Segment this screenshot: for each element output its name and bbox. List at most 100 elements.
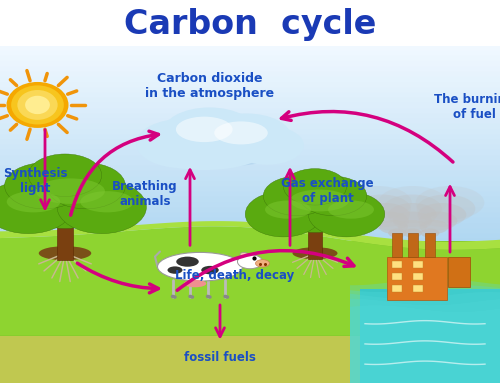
Ellipse shape: [25, 96, 50, 114]
Ellipse shape: [361, 203, 410, 227]
Bar: [0, 182, 500, 187]
Bar: [0, 145, 500, 151]
Ellipse shape: [263, 176, 331, 216]
Ellipse shape: [230, 126, 304, 165]
Ellipse shape: [398, 220, 427, 234]
Text: Synthesis
light: Synthesis light: [3, 167, 67, 195]
Polygon shape: [350, 278, 500, 383]
Bar: [412, 285, 422, 292]
Bar: [0, 213, 500, 218]
Text: fossil fuels: fossil fuels: [184, 351, 256, 364]
Ellipse shape: [292, 247, 338, 259]
Bar: [0, 124, 500, 129]
Bar: [0, 129, 500, 135]
Bar: [0, 161, 500, 166]
Ellipse shape: [0, 180, 73, 234]
Bar: [392, 233, 402, 257]
Ellipse shape: [343, 186, 412, 219]
Ellipse shape: [403, 229, 422, 237]
Bar: [0, 56, 500, 62]
Bar: [0, 208, 500, 213]
Ellipse shape: [418, 203, 467, 227]
Polygon shape: [0, 241, 500, 336]
Ellipse shape: [7, 165, 123, 228]
Bar: [0, 135, 500, 140]
Ellipse shape: [266, 178, 364, 232]
Polygon shape: [350, 285, 500, 383]
Ellipse shape: [416, 195, 476, 223]
Bar: [0, 336, 500, 383]
Bar: [412, 273, 422, 280]
Bar: [0, 224, 500, 229]
Bar: [392, 261, 402, 268]
Bar: [392, 273, 402, 280]
Ellipse shape: [256, 260, 270, 267]
Bar: [0, 140, 500, 145]
Bar: [0, 166, 500, 171]
Ellipse shape: [418, 211, 458, 230]
Bar: [0, 109, 500, 114]
Bar: [412, 261, 422, 268]
Bar: [0, 151, 500, 155]
Bar: [388, 257, 448, 300]
Ellipse shape: [176, 257, 199, 267]
Text: Carbon  cycle: Carbon cycle: [124, 8, 376, 41]
Bar: [0, 155, 500, 161]
Bar: [0, 98, 500, 103]
Bar: [0, 88, 500, 93]
Bar: [0, 77, 500, 82]
Ellipse shape: [142, 128, 267, 170]
Ellipse shape: [378, 186, 447, 219]
Bar: [0, 218, 500, 224]
Bar: [0, 234, 500, 239]
Bar: [0, 203, 500, 208]
Polygon shape: [350, 299, 500, 383]
Ellipse shape: [284, 169, 346, 205]
Bar: [0, 82, 500, 88]
Ellipse shape: [214, 121, 268, 144]
Ellipse shape: [238, 255, 262, 269]
Ellipse shape: [36, 178, 105, 204]
Ellipse shape: [39, 246, 91, 260]
Bar: [0, 51, 500, 56]
Ellipse shape: [162, 108, 257, 159]
Bar: [0, 239, 500, 244]
Text: Gas exchange
of plant: Gas exchange of plant: [281, 177, 374, 205]
Bar: [448, 257, 470, 287]
Ellipse shape: [162, 142, 278, 167]
Polygon shape: [350, 292, 500, 383]
Ellipse shape: [379, 220, 408, 234]
Bar: [0, 93, 500, 98]
Bar: [0, 250, 500, 255]
Ellipse shape: [245, 192, 322, 237]
Ellipse shape: [393, 211, 432, 230]
Bar: [0, 103, 500, 109]
Text: Life, death, decay: Life, death, decay: [176, 268, 294, 282]
Bar: [0, 67, 500, 72]
Text: Carbon dioxide
in the atmosphere: Carbon dioxide in the atmosphere: [146, 72, 274, 100]
Bar: [0, 46, 500, 51]
Ellipse shape: [290, 190, 349, 211]
Text: The burning
of fuel: The burning of fuel: [434, 93, 500, 121]
Ellipse shape: [352, 195, 411, 223]
Ellipse shape: [420, 220, 448, 234]
Bar: [57, 225, 73, 260]
Ellipse shape: [416, 186, 484, 219]
Bar: [0, 177, 500, 182]
Ellipse shape: [80, 191, 134, 212]
Polygon shape: [0, 226, 500, 336]
Ellipse shape: [299, 176, 367, 216]
Ellipse shape: [6, 191, 60, 212]
Bar: [308, 229, 322, 259]
Ellipse shape: [184, 280, 206, 287]
Bar: [0, 72, 500, 77]
Text: Breathing
animals: Breathing animals: [112, 180, 178, 208]
Bar: [0, 119, 500, 124]
Bar: [0, 114, 500, 119]
Bar: [425, 233, 435, 257]
Bar: [0, 62, 500, 67]
Ellipse shape: [6, 82, 68, 128]
Ellipse shape: [370, 211, 409, 230]
Ellipse shape: [176, 117, 233, 142]
Bar: [408, 233, 418, 257]
